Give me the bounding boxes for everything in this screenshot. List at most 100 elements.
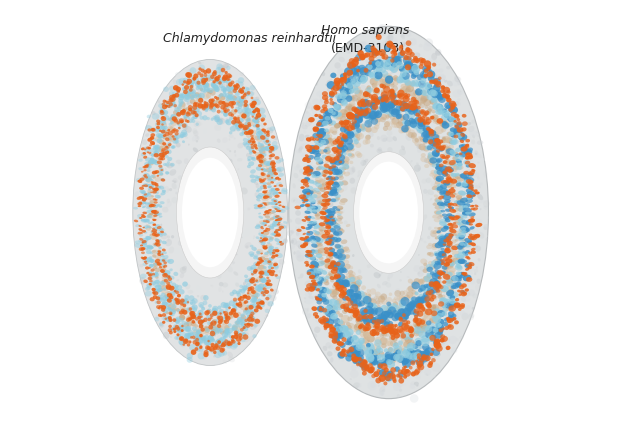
Ellipse shape [256,302,260,305]
Ellipse shape [384,331,390,337]
Ellipse shape [159,305,163,308]
Ellipse shape [262,145,267,149]
Ellipse shape [259,225,262,228]
Ellipse shape [386,377,391,381]
Ellipse shape [193,328,200,336]
Ellipse shape [164,294,169,298]
Ellipse shape [170,294,172,296]
Ellipse shape [177,294,181,297]
Ellipse shape [270,164,276,171]
Ellipse shape [222,290,223,292]
Ellipse shape [411,326,415,331]
Ellipse shape [336,261,345,268]
Ellipse shape [239,89,244,94]
Ellipse shape [339,218,342,220]
Ellipse shape [166,125,171,130]
Ellipse shape [161,288,168,294]
Ellipse shape [422,307,425,311]
Ellipse shape [192,77,196,81]
Ellipse shape [441,262,445,265]
Ellipse shape [393,59,399,66]
Ellipse shape [210,331,215,336]
Ellipse shape [259,240,264,243]
Ellipse shape [395,354,404,362]
Ellipse shape [160,158,163,161]
Ellipse shape [203,317,208,322]
Ellipse shape [283,221,288,224]
Ellipse shape [374,75,381,81]
Ellipse shape [430,198,432,201]
Ellipse shape [420,97,427,104]
Ellipse shape [401,296,406,301]
Ellipse shape [242,293,246,298]
Ellipse shape [341,171,345,174]
Ellipse shape [231,341,239,348]
Ellipse shape [330,262,334,266]
Ellipse shape [402,366,405,370]
Ellipse shape [345,283,350,287]
Ellipse shape [229,74,232,78]
Ellipse shape [200,104,203,108]
Ellipse shape [315,214,319,217]
Ellipse shape [218,312,221,315]
Ellipse shape [341,175,343,177]
Ellipse shape [356,323,364,330]
Ellipse shape [184,94,190,100]
Ellipse shape [190,254,196,261]
Ellipse shape [264,122,267,125]
Ellipse shape [406,87,411,92]
Ellipse shape [241,113,247,118]
Ellipse shape [145,287,150,291]
Ellipse shape [228,323,232,327]
Ellipse shape [409,167,414,172]
Ellipse shape [269,237,274,240]
Ellipse shape [456,203,462,207]
Ellipse shape [418,121,424,127]
Ellipse shape [379,351,384,357]
Ellipse shape [182,97,187,102]
Ellipse shape [439,215,444,217]
Ellipse shape [458,272,464,277]
Ellipse shape [458,163,462,166]
Ellipse shape [358,91,360,94]
Ellipse shape [366,302,373,309]
Ellipse shape [149,186,153,189]
Ellipse shape [332,198,339,202]
Ellipse shape [316,83,318,85]
Ellipse shape [295,253,304,259]
Ellipse shape [186,110,192,117]
Ellipse shape [380,319,384,323]
Ellipse shape [142,257,149,263]
Ellipse shape [281,190,288,194]
Ellipse shape [467,266,472,269]
Ellipse shape [182,86,187,91]
Ellipse shape [354,112,363,120]
Ellipse shape [213,80,216,83]
Ellipse shape [227,104,231,108]
Ellipse shape [335,194,341,198]
Ellipse shape [378,364,383,369]
Ellipse shape [307,250,312,254]
Ellipse shape [317,308,324,314]
Ellipse shape [257,187,262,191]
Ellipse shape [308,254,316,260]
Ellipse shape [177,90,180,92]
Ellipse shape [373,64,378,69]
Ellipse shape [234,86,239,91]
Ellipse shape [437,259,443,264]
Ellipse shape [205,353,210,357]
Ellipse shape [456,163,463,167]
Ellipse shape [433,85,441,92]
Ellipse shape [187,86,194,93]
Ellipse shape [353,152,423,273]
Ellipse shape [151,181,154,183]
Ellipse shape [415,82,420,87]
Ellipse shape [334,333,340,338]
Ellipse shape [350,178,355,184]
Ellipse shape [153,266,157,269]
Ellipse shape [225,305,230,310]
Ellipse shape [155,122,162,127]
Ellipse shape [260,292,266,297]
Ellipse shape [348,76,356,84]
Ellipse shape [236,336,242,342]
